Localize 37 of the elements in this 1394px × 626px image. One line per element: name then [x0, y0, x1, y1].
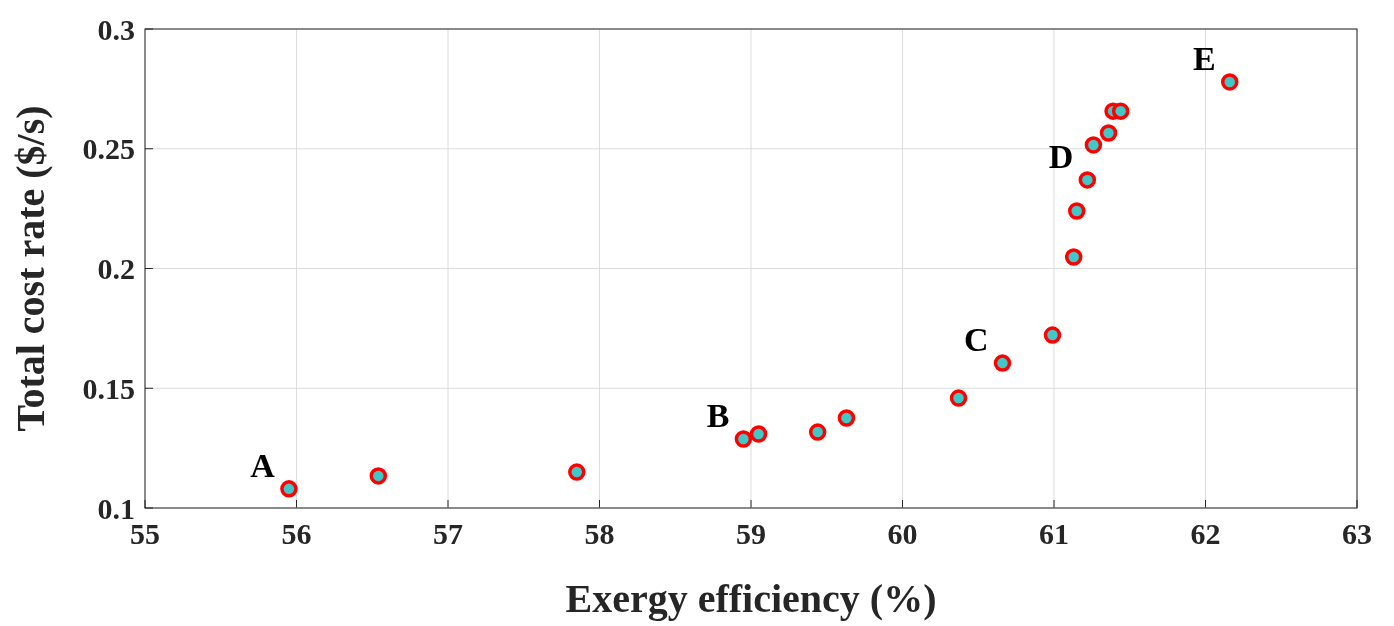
annotation: A: [250, 446, 276, 484]
annotation: D: [1048, 137, 1074, 175]
x-tick-label: 59: [736, 517, 766, 550]
point: [1078, 171, 1097, 189]
point: [993, 354, 1012, 372]
x-tick-label: 56: [281, 517, 312, 550]
y-tick-label: 0.25: [82, 132, 135, 166]
y-tick-label: 0.3: [97, 12, 135, 46]
x-tick-label: 58: [584, 517, 615, 550]
annotation: B: [706, 397, 730, 435]
annotation: C: [963, 321, 989, 359]
point: [749, 425, 768, 443]
annotation: E: [1193, 39, 1216, 77]
point: [1043, 326, 1062, 344]
point: [280, 480, 298, 498]
y-tick-label: 0.1: [97, 491, 135, 525]
point: [1067, 202, 1086, 220]
point: [369, 467, 388, 485]
point: [837, 409, 856, 427]
x-tick-label: 61: [1039, 517, 1069, 550]
point: [1220, 73, 1239, 91]
y-axis-title: Total cost rate ($/s): [8, 105, 53, 432]
x-tick-label: 57: [433, 517, 463, 550]
point: [1111, 102, 1130, 120]
x-tick-label: 60: [887, 517, 918, 550]
x-tick-label: 63: [1342, 517, 1372, 550]
x-axis-title: Exergy efficiency (%): [565, 576, 937, 621]
point: [1099, 124, 1118, 142]
point: [808, 423, 827, 441]
point: [1084, 136, 1103, 154]
point: [949, 389, 968, 407]
point: [1064, 248, 1083, 266]
point: [734, 430, 753, 448]
y-tick-label: 0.15: [82, 371, 135, 405]
x-tick-label: 62: [1190, 517, 1221, 550]
y-tick-label: 0.2: [97, 252, 135, 285]
point: [568, 463, 586, 481]
